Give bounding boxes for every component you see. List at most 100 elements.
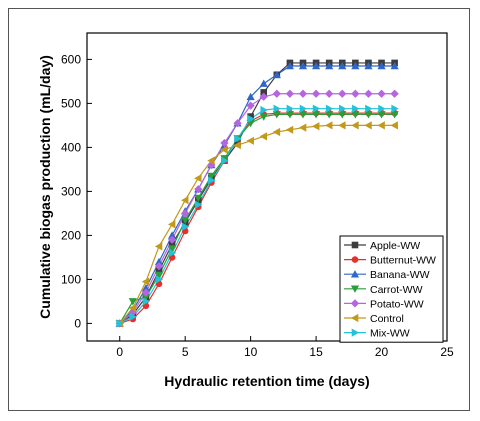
data-point-potato-ww (246, 101, 255, 110)
plot-area (86, 32, 448, 342)
legend-label-apple-ww: Apple-WW (370, 240, 420, 252)
data-point-mix-ww (273, 104, 281, 113)
data-point-carrot-ww (311, 111, 321, 119)
y-tick-label: 0 (74, 316, 81, 330)
data-point-banana-ww (154, 257, 164, 266)
data-point-banana-ww (272, 70, 281, 79)
data-point-potato-ww (285, 89, 295, 98)
legend-marker-control (350, 313, 359, 323)
data-point-mix-ww (142, 297, 151, 306)
data-point-carrot-ww (207, 172, 216, 181)
series-markers (115, 59, 399, 328)
data-point-mix-ww (155, 275, 164, 284)
data-point-potato-ww (338, 89, 347, 98)
data-point-control (377, 121, 385, 130)
data-point-carrot-ww (154, 271, 164, 280)
x-tick-label: 5 (182, 345, 189, 359)
data-point-control (325, 121, 333, 130)
series-line-carrot-ww (119, 113, 395, 324)
data-point-potato-ww (167, 235, 177, 244)
data-point-potato-ww (325, 89, 334, 98)
data-point-carrot-ww (364, 111, 373, 119)
data-point-control (194, 174, 202, 183)
data-point-carrot-ww (181, 216, 190, 225)
data-point-banana-ww (325, 61, 334, 70)
data-point-carrot-ww (128, 298, 137, 306)
data-point-control (207, 156, 215, 165)
data-point-control (351, 121, 359, 130)
data-point-banana-ww (351, 61, 360, 70)
data-point-control (141, 277, 150, 286)
data-point-mix-ww (312, 104, 321, 113)
x-tick-label: 20 (375, 345, 389, 359)
data-point-control (233, 141, 241, 150)
data-point-potato-ww (194, 185, 203, 194)
data-point-mix-ww (391, 104, 399, 113)
data-point-mix-ww (365, 104, 373, 113)
data-point-carrot-ww (298, 111, 308, 119)
series-line-control (119, 124, 395, 324)
data-point-potato-ww (377, 89, 386, 98)
data-point-mix-ww (116, 319, 124, 328)
data-point-banana-ww (338, 61, 347, 70)
axis-ticks: 0 5 10 15 20 25 0 100 200 300 400 500 600 (61, 52, 454, 359)
data-point-control (285, 125, 294, 134)
x-tick-label: 25 (440, 345, 454, 359)
data-point-control (338, 121, 346, 130)
data-point-control (128, 303, 137, 313)
data-point-mix-ww (208, 176, 216, 185)
legend-marker-apple-ww (351, 241, 359, 249)
data-point-potato-ww (364, 89, 373, 98)
figure-frame (8, 8, 470, 411)
data-point-banana-ww (364, 61, 373, 70)
data-point-control (167, 220, 176, 229)
legend-marker-mix-ww (351, 328, 360, 337)
data-point-mix-ww (234, 134, 242, 143)
data-point-potato-ww (141, 288, 151, 297)
data-point-carrot-ww (338, 111, 347, 119)
data-point-potato-ww (233, 119, 242, 128)
data-point-banana-ww (390, 61, 399, 70)
data-point-control (364, 121, 372, 130)
y-tick-label: 200 (61, 228, 81, 242)
data-point-potato-ww (181, 209, 190, 218)
legend-label-butternut-ww: Butternut-WW (370, 255, 436, 267)
data-point-potato-ww (311, 89, 321, 98)
data-point-carrot-ww (259, 113, 268, 121)
data-point-potato-ww (298, 89, 308, 98)
data-point-control (246, 136, 254, 145)
data-point-mix-ww (247, 114, 255, 123)
data-point-control (259, 132, 268, 141)
y-tick-label: 400 (61, 140, 81, 154)
data-point-banana-ww (298, 61, 308, 70)
data-point-mix-ww (129, 312, 137, 321)
x-tick-label: 0 (116, 345, 123, 359)
data-point-potato-ww (220, 138, 229, 148)
legend-marker-banana-ww (350, 270, 360, 278)
data-point-carrot-ww (325, 111, 334, 119)
data-point-apple-ww (155, 267, 163, 274)
data-point-carrot-ww (272, 111, 281, 119)
data-point-mix-ww (325, 104, 334, 113)
data-point-control (311, 122, 320, 131)
data-point-banana-ww (311, 61, 321, 70)
data-point-control (390, 121, 398, 130)
data-point-banana-ww (259, 79, 268, 87)
data-point-banana-ww (167, 231, 177, 239)
data-point-carrot-ww (377, 111, 386, 119)
legend-label-carrot-ww: Carrot-WW (370, 284, 423, 296)
data-point-apple-ww (260, 89, 268, 96)
legend-marker-carrot-ww (350, 285, 360, 293)
data-point-control (272, 127, 281, 137)
series-lines (119, 62, 395, 324)
data-point-potato-ww (272, 89, 281, 98)
data-point-control (220, 145, 228, 154)
series-line-apple-ww (119, 62, 395, 324)
data-point-potato-ww (351, 89, 360, 98)
data-point-mix-ww (286, 104, 295, 113)
data-point-potato-ww (154, 262, 164, 271)
data-point-mix-ww (168, 248, 177, 258)
data-point-mix-ww (378, 104, 386, 113)
y-tick-label: 100 (61, 272, 81, 286)
